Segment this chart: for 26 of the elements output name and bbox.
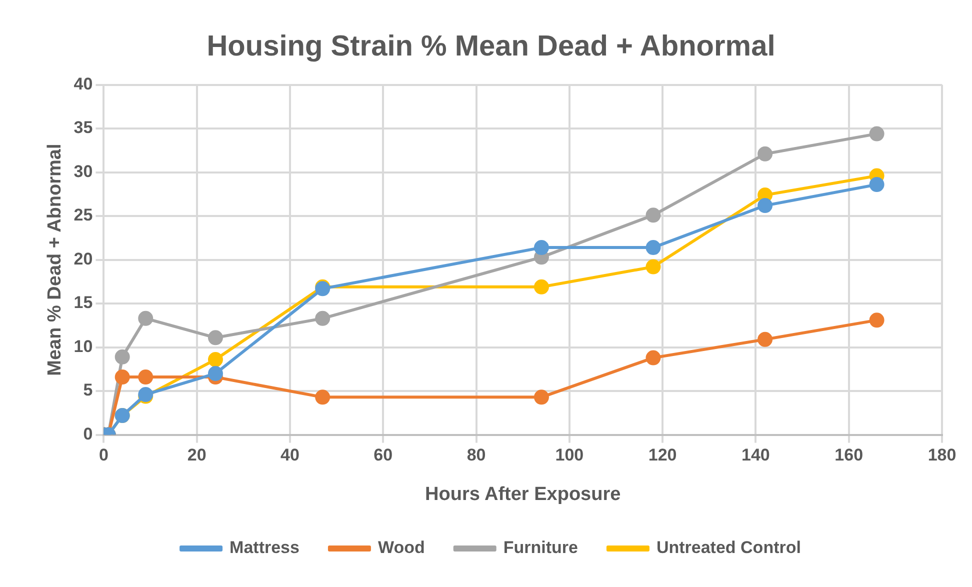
x-tick-label: 40 — [280, 446, 300, 465]
y-tick-label: 30 — [74, 162, 93, 181]
x-tick-label: 160 — [834, 446, 864, 465]
x-tick-label: 60 — [374, 446, 393, 465]
y-tick-label: 20 — [74, 249, 93, 268]
x-tick-label: 20 — [187, 446, 206, 465]
y-axis-title: Mean % Dead + Abnormal — [44, 144, 66, 376]
legend-label: Furniture — [503, 538, 578, 558]
x-tick-label: 0 — [98, 446, 108, 465]
legend-label: Mattress — [230, 538, 300, 558]
legend-label: Untreated Control — [656, 538, 801, 558]
x-tick-label: 100 — [555, 446, 584, 465]
x-axis-title: Hours After Exposure — [425, 484, 621, 505]
x-tick-label: 120 — [648, 446, 677, 465]
y-tick-label: 0 — [83, 424, 93, 444]
legend-label: Wood — [378, 538, 425, 558]
chart-title: Housing Strain % Mean Dead + Abnormal — [206, 30, 776, 62]
y-tick-label: 10 — [74, 336, 93, 356]
x-tick-label: 140 — [742, 446, 770, 465]
y-tick-label: 15 — [74, 293, 93, 312]
x-tick-label: 80 — [466, 446, 486, 465]
y-tick-label: 5 — [83, 380, 93, 400]
y-tick-label: 35 — [74, 118, 93, 138]
x-tick-label: 180 — [928, 446, 956, 465]
y-tick-label: 40 — [74, 74, 93, 94]
y-tick-label: 25 — [74, 206, 93, 225]
